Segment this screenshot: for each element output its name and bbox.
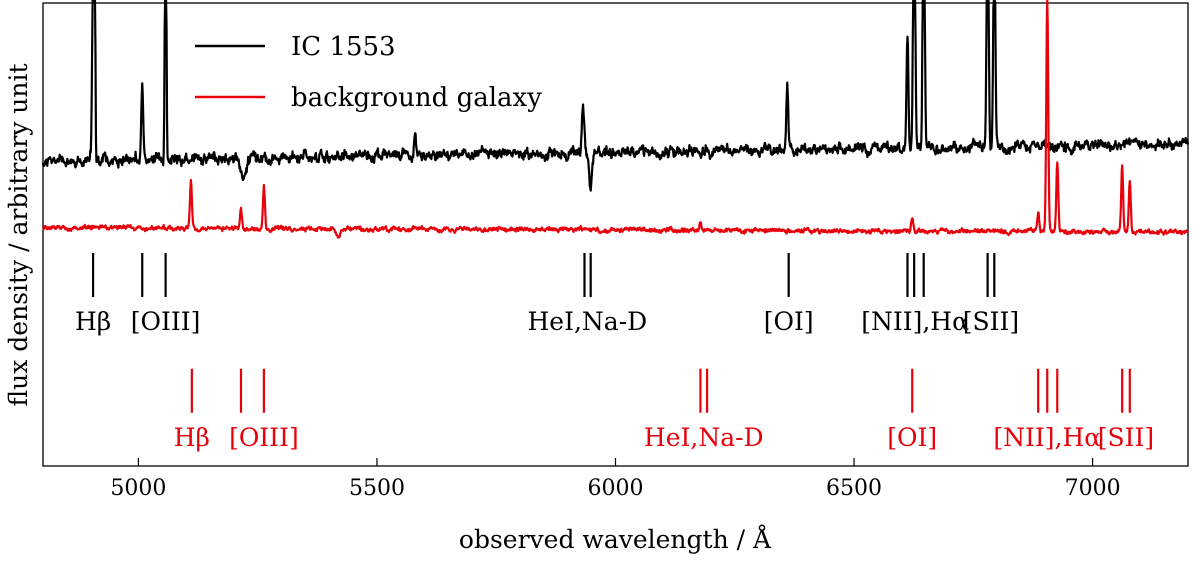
x-tick-label: 6500 [826,476,882,501]
series-line-background-galaxy [42,0,1189,239]
marker-label: HeI,Na-D [528,307,648,336]
marker-label: [NII],Hα [993,423,1101,452]
x-tick-label: 6000 [588,476,644,501]
marker-label: [SII] [963,307,1019,336]
marker-label: [OI] [887,423,937,452]
legend: IC 1553 background galaxy [195,32,542,113]
marker-label: HeI,Na-D [644,423,764,452]
legend-label-ic-1553: IC 1553 [291,32,396,62]
x-axis-label: observed wavelength / Å [459,524,772,554]
marker-set-ic-1553: Hβ [OIII] HeI,Na-D [OI] [NII],Hα[SII] [75,253,1019,336]
x-axis-ticks: 5000 5500 6000 6500 7000 [110,458,1121,501]
x-tick-label: 5000 [110,476,166,501]
marker-label: [OIII] [131,307,201,336]
marker-label: Hβ [174,423,210,452]
marker-set-background-galaxy: Hβ [OIII] HeI,Na-D [OI] [NII],Hα[SII] [174,368,1154,452]
marker-label: [OI] [764,307,814,336]
x-tick-label: 5500 [349,476,405,501]
x-tick-label: 7000 [1065,476,1121,501]
marker-label: [NII],Hα [861,307,969,336]
marker-label: Hβ [75,307,111,336]
series-line-ic-1553 [41,0,1190,192]
emission-line-markers: Hβ [OIII] HeI,Na-D [OI] [NII],Hα[SII]Hβ [OIII… [75,253,1154,452]
y-axis-label: flux density / arbitrary unit [4,63,33,406]
marker-label: [SII] [1098,423,1154,452]
marker-label: [OIII] [229,423,299,452]
plot-frame [42,2,1189,467]
legend-label-background-galaxy: background galaxy [291,83,542,113]
series-layer [41,0,1190,239]
